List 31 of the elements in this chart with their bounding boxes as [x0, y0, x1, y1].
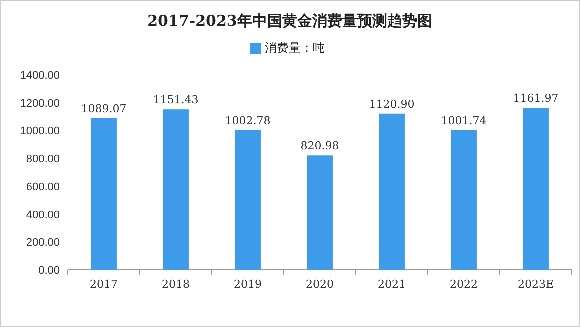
data-label: 1151.43: [153, 94, 199, 107]
data-label: 1089.07: [81, 102, 127, 116]
y-tick-label: 800.00: [26, 154, 60, 166]
y-tick-label: 200.00: [26, 237, 60, 250]
x-tick-label: 2023E: [518, 278, 554, 291]
chart-title: 2017-2023年中国黄金消费量预测趋势图: [148, 12, 432, 30]
x-tick-label: 2020: [306, 278, 334, 291]
bar: [451, 130, 477, 270]
bar: [235, 130, 261, 270]
data-label: 820.98: [300, 140, 340, 153]
bar: [523, 108, 549, 270]
bar: [163, 110, 189, 270]
x-tick-label: 2019: [234, 278, 262, 291]
data-label: 1120.90: [369, 98, 415, 111]
y-tick-label: 1200.00: [20, 98, 60, 110]
bar: [91, 118, 117, 270]
y-tick-label: 600.00: [26, 181, 60, 194]
legend-label: 消费量：吨: [265, 41, 325, 55]
y-tick-label: 0.00: [38, 265, 60, 277]
data-label: 1001.74: [441, 114, 487, 128]
bar: [307, 156, 333, 270]
x-tick-label: 2021: [378, 278, 406, 291]
y-tick-label: 1000.00: [20, 126, 60, 138]
x-tick-label: 2017: [90, 278, 118, 291]
bar: [379, 114, 405, 270]
data-label: 1161.97: [513, 92, 559, 106]
x-tick-label: 2022: [450, 278, 478, 291]
y-tick-label: 400.00: [26, 209, 60, 222]
y-tick-label: 1400.00: [20, 70, 60, 82]
data-label: 1002.78: [225, 114, 271, 128]
x-tick-label: 2018: [162, 278, 190, 291]
